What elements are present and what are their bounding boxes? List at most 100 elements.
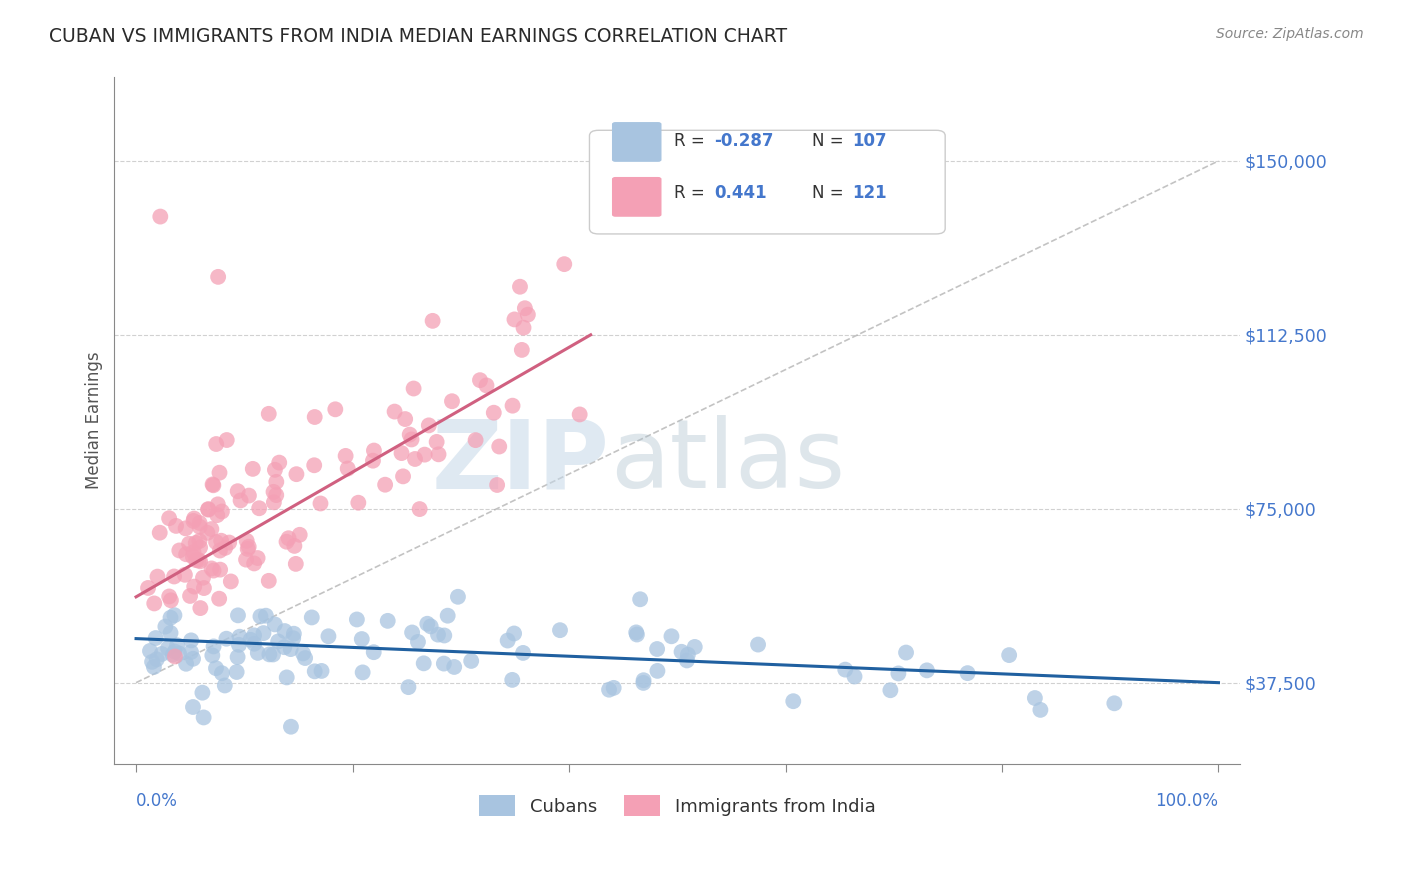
Point (143, 597, 166, 611)
Point (165, 519, 187, 533)
Point (418, 418, 440, 433)
Text: R =: R = (673, 184, 716, 202)
Point (249, 609, 271, 624)
Point (207, 269, 229, 284)
Point (309, 496, 332, 510)
Point (408, 502, 430, 516)
Point (209, 533, 232, 548)
Point (205, 535, 228, 549)
Point (834, 663, 856, 677)
Point (197, 502, 219, 516)
Point (236, 541, 259, 556)
Text: -0.287: -0.287 (714, 132, 773, 150)
Point (193, 710, 215, 724)
Point (671, 645, 693, 659)
Point (263, 495, 285, 509)
Point (257, 407, 280, 421)
Point (169, 543, 191, 558)
Point (394, 412, 416, 426)
Point (191, 686, 214, 700)
Point (235, 552, 257, 566)
Point (302, 458, 325, 473)
Point (157, 590, 180, 604)
Point (166, 638, 188, 652)
Point (628, 592, 651, 607)
Point (363, 645, 385, 659)
Point (404, 452, 426, 467)
Point (512, 646, 534, 660)
Point (205, 508, 228, 522)
Point (208, 466, 231, 480)
Point (162, 648, 184, 662)
Point (226, 650, 249, 665)
Point (285, 467, 308, 482)
Point (243, 637, 266, 651)
Point (226, 608, 249, 623)
Point (318, 629, 340, 643)
Point (228, 630, 250, 644)
Point (419, 619, 441, 633)
Point (496, 633, 519, 648)
Point (280, 642, 302, 657)
Point (413, 448, 436, 462)
Point (254, 608, 277, 623)
Point (183, 511, 205, 525)
Point (1029, 703, 1052, 717)
Point (676, 648, 699, 662)
Point (259, 648, 281, 662)
Point (401, 625, 423, 640)
Text: N =: N = (813, 132, 849, 150)
Point (633, 676, 655, 690)
Point (263, 617, 285, 632)
Point (157, 641, 180, 656)
Point (264, 463, 287, 477)
Point (174, 657, 197, 671)
Point (276, 670, 298, 684)
Point (482, 406, 505, 420)
Point (956, 666, 979, 681)
Point (377, 614, 399, 628)
Point (361, 453, 384, 467)
Point (288, 528, 311, 542)
Point (624, 625, 647, 640)
Point (160, 593, 183, 607)
Point (239, 632, 262, 647)
Point (440, 394, 463, 409)
Point (246, 646, 269, 660)
Point (225, 665, 247, 679)
Point (347, 496, 370, 510)
Point (179, 589, 201, 603)
Point (998, 648, 1021, 662)
Point (447, 590, 470, 604)
Text: N =: N = (813, 184, 849, 202)
Point (683, 640, 706, 654)
Point (149, 210, 172, 224)
Point (205, 437, 228, 451)
Point (193, 581, 215, 595)
Text: CUBAN VS IMMIGRANTS FROM INDIA MEDIAN EARNINGS CORRELATION CHART: CUBAN VS IMMIGRANTS FROM INDIA MEDIAN EA… (49, 27, 787, 45)
Point (427, 447, 450, 461)
Point (433, 657, 456, 671)
Text: 121: 121 (852, 184, 886, 202)
Text: 107: 107 (852, 132, 886, 150)
Point (464, 433, 486, 447)
Point (188, 533, 211, 548)
Point (159, 611, 181, 625)
Point (548, 623, 571, 637)
Point (235, 533, 257, 548)
Point (163, 569, 186, 583)
Point (277, 531, 299, 545)
Point (246, 551, 269, 566)
Point (887, 666, 910, 681)
Point (402, 382, 425, 396)
Point (202, 564, 225, 578)
Point (163, 649, 186, 664)
Point (782, 694, 804, 708)
Point (516, 308, 538, 322)
Point (294, 651, 316, 665)
Point (200, 522, 222, 536)
Point (501, 673, 523, 687)
Point (202, 640, 225, 654)
Point (242, 462, 264, 476)
Point (384, 404, 406, 418)
